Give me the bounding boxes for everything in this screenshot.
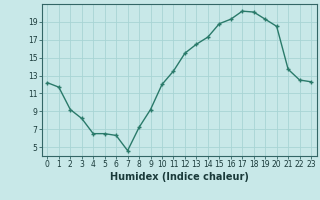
X-axis label: Humidex (Indice chaleur): Humidex (Indice chaleur): [110, 172, 249, 182]
